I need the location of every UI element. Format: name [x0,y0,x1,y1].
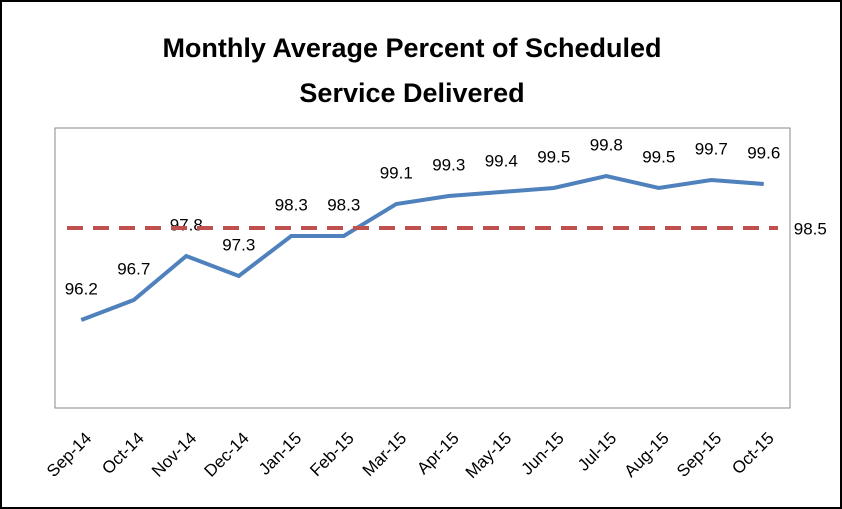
data-label: 98.3 [275,195,308,214]
chart-title: Service Delivered [299,78,524,108]
data-label: 98.5 [794,219,827,238]
data-label: 97.8 [170,215,203,234]
data-label: 99.1 [380,163,413,182]
data-label: 97.3 [222,235,255,254]
data-label: 96.7 [117,259,150,278]
data-label: 99.5 [537,147,570,166]
data-label: 99.5 [642,147,675,166]
data-label: 99.7 [695,139,728,158]
data-line [80,173,764,322]
data-label: 99.3 [432,155,465,174]
data-label: 98.3 [327,195,360,214]
chart-title: Monthly Average Percent of Scheduled [162,33,661,63]
plot-area [54,127,791,409]
data-label: 96.2 [65,279,98,298]
data-label: 99.6 [747,143,780,162]
data-label: 99.4 [485,151,518,170]
data-label: 99.8 [590,135,623,154]
